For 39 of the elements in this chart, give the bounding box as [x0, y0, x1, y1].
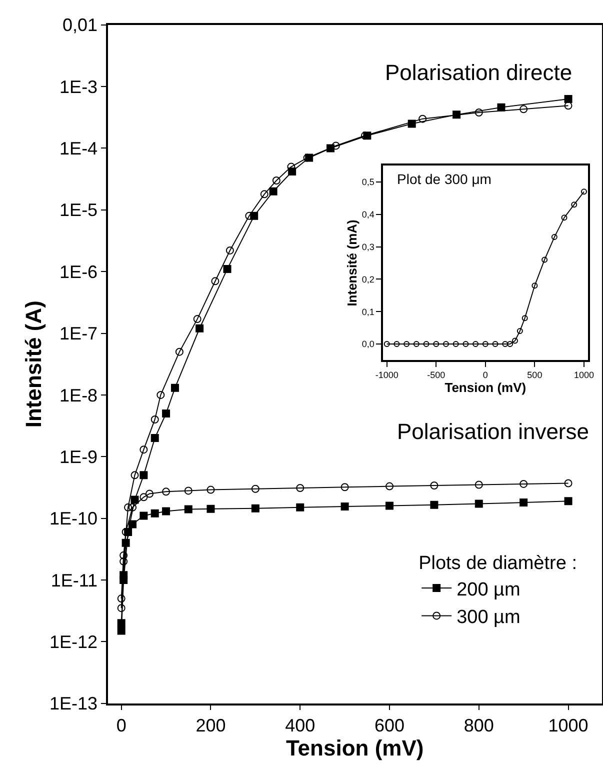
y-tick-label: 1E-11	[50, 570, 98, 590]
y-tick-label: 0,5	[362, 177, 374, 188]
x-tick-label: 600	[374, 716, 405, 736]
y-tick-label: 0,2	[362, 274, 374, 284]
y-tick-label: 1E-6	[60, 262, 98, 282]
y-tick-label: 1E-4	[60, 138, 98, 159]
y-tick-label: 1E-13	[50, 694, 98, 714]
y-tick-label: 1E-9	[60, 446, 98, 467]
annotation: Polarisation directe	[385, 60, 572, 85]
legend-label: 200 µm	[456, 579, 520, 600]
legend-title: Plots de diamètre :	[418, 553, 577, 574]
y-tick-label: 1E-8	[60, 385, 98, 406]
x-axis-title: Tension (mV)	[444, 380, 526, 395]
y-tick-label: 1E-5	[60, 200, 98, 220]
y-axis-title: Intensité (mA)	[344, 220, 360, 306]
y-tick-label: 1E-3	[60, 76, 98, 97]
x-axis-title: Tension (mV)	[286, 736, 424, 761]
y-tick-label: 0,3	[362, 242, 374, 252]
x-tick-label: -500	[427, 370, 446, 380]
y-tick-label: 1E-10	[50, 508, 98, 529]
x-tick-label: 0	[116, 716, 126, 736]
annotation: Plot de 300 μm	[397, 171, 492, 187]
annotation: Polarisation inverse	[397, 419, 589, 444]
y-tick-label: 1E-12	[50, 632, 98, 652]
y-tick-label: 1E-7	[60, 324, 98, 344]
y-tick-label: 0,0	[362, 339, 374, 350]
x-tick-label: 1000	[548, 716, 588, 736]
y-tick-label: 0,4	[362, 209, 374, 220]
x-tick-label: 0	[482, 370, 488, 380]
y-tick-label: 0,01	[62, 15, 98, 36]
x-tick-label: 1000	[574, 370, 594, 380]
legend-label: 300 µm	[456, 607, 520, 628]
y-axis-title: Intensité (A)	[20, 300, 46, 428]
x-tick-label: 200	[196, 716, 226, 736]
y-tick-label: 0,1	[362, 306, 374, 317]
x-tick-label: 400	[285, 716, 316, 736]
x-tick-label: 500	[527, 370, 542, 380]
x-tick-label: 800	[464, 716, 494, 736]
x-tick-label: -1000	[375, 370, 398, 380]
